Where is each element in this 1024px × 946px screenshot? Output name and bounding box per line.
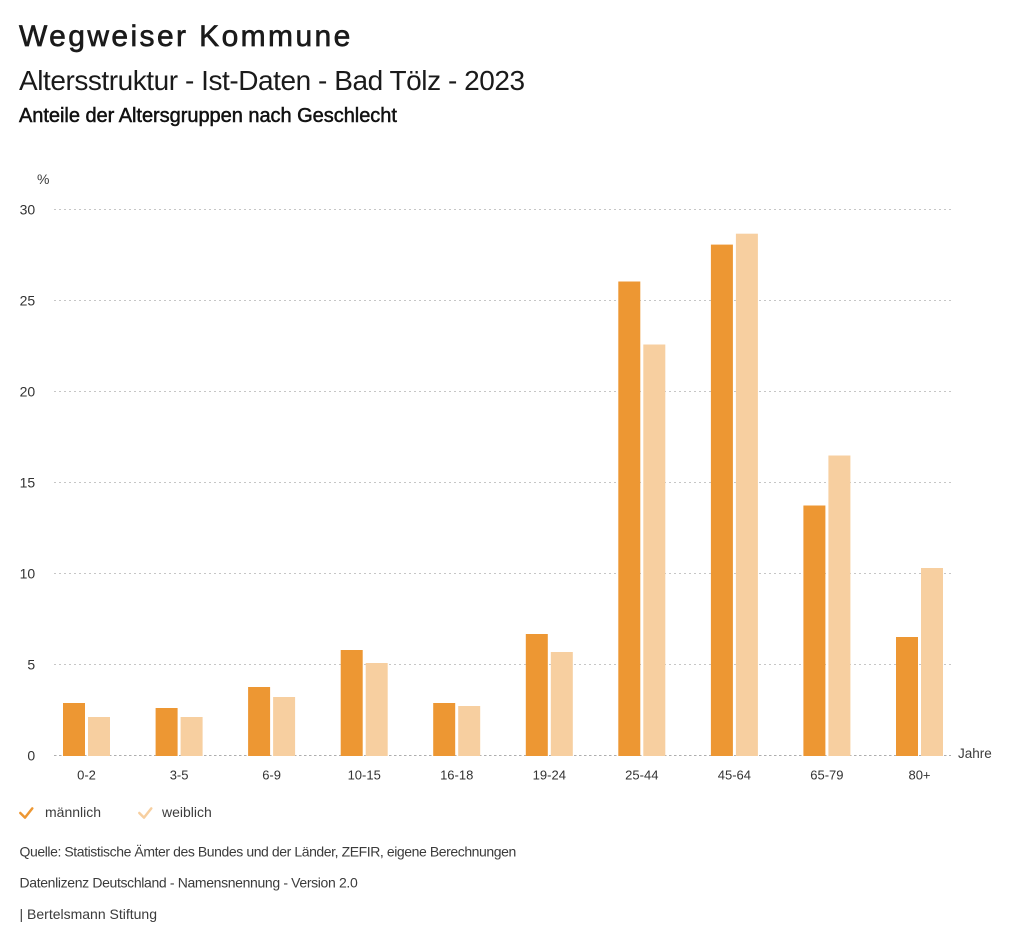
svg-text:15: 15 xyxy=(20,475,36,491)
svg-text:30: 30 xyxy=(20,202,36,218)
svg-text:%: % xyxy=(37,171,49,187)
svg-text:Datenlizenz Deutschland - Name: Datenlizenz Deutschland - Namensnennung … xyxy=(20,875,358,891)
svg-text:10-15: 10-15 xyxy=(348,768,381,783)
svg-text:16-18: 16-18 xyxy=(440,768,473,783)
svg-text:65-79: 65-79 xyxy=(810,768,843,783)
svg-text:Wegweiser Kommune: Wegweiser Kommune xyxy=(19,20,353,53)
svg-text:19-24: 19-24 xyxy=(533,768,566,783)
svg-text:| Bertelsmann Stiftung: | Bertelsmann Stiftung xyxy=(20,906,157,922)
svg-text:5: 5 xyxy=(27,657,35,673)
svg-text:0-2: 0-2 xyxy=(77,768,96,783)
svg-text:80+: 80+ xyxy=(908,768,930,783)
svg-text:6-9: 6-9 xyxy=(262,768,281,783)
svg-text:25: 25 xyxy=(20,293,36,309)
svg-text:0: 0 xyxy=(27,748,35,764)
svg-text:Anteile der Altersgruppen nach: Anteile der Altersgruppen nach Geschlech… xyxy=(19,105,397,127)
svg-text:10: 10 xyxy=(20,566,36,582)
svg-text:Altersstruktur - Ist-Daten - B: Altersstruktur - Ist-Daten - Bad Tölz - … xyxy=(19,65,525,96)
svg-text:Quelle: Statistische Ämter des: Quelle: Statistische Ämter des Bundes un… xyxy=(20,844,516,860)
svg-text:20: 20 xyxy=(20,384,36,400)
svg-text:männlich: männlich xyxy=(45,804,101,820)
svg-text:25-44: 25-44 xyxy=(625,768,658,783)
svg-text:45-64: 45-64 xyxy=(718,768,751,783)
svg-text:weiblich: weiblich xyxy=(161,804,212,820)
svg-text:Jahre: Jahre xyxy=(958,746,992,761)
svg-text:3-5: 3-5 xyxy=(170,768,189,783)
